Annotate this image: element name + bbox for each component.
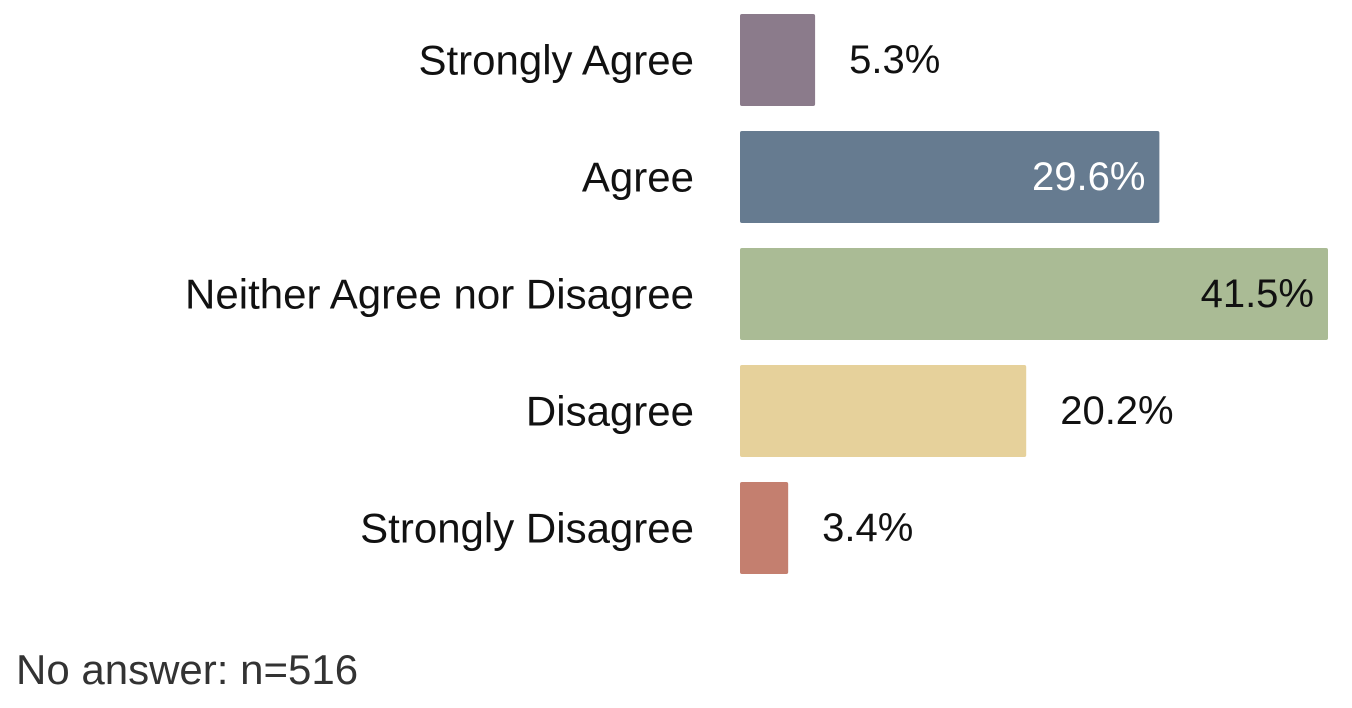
category-label-strongly-agree: Strongly Agree <box>418 37 694 84</box>
bar-neither-agree-nor-disagree <box>740 248 1328 340</box>
bar-strongly-disagree <box>740 482 789 574</box>
value-label-agree: 29.6% <box>1032 155 1145 199</box>
category-label-agree: Agree <box>582 154 694 201</box>
category-label-disagree: Disagree <box>526 388 694 435</box>
no-answer-footnote: No answer: n=516 <box>16 646 359 693</box>
value-label-strongly-disagree: 3.4% <box>822 506 913 550</box>
category-label-strongly-disagree: Strongly Disagree <box>360 505 694 552</box>
value-label-disagree: 20.2% <box>1060 389 1173 433</box>
value-label-neither-agree-nor-disagree: 41.5% <box>1201 272 1314 316</box>
bar-disagree <box>740 365 1027 457</box>
value-label-strongly-agree: 5.3% <box>849 38 940 82</box>
category-label-neither-agree-nor-disagree: Neither Agree nor Disagree <box>185 271 694 318</box>
bar-agree <box>740 131 1160 223</box>
bar-strongly-agree <box>740 14 816 106</box>
